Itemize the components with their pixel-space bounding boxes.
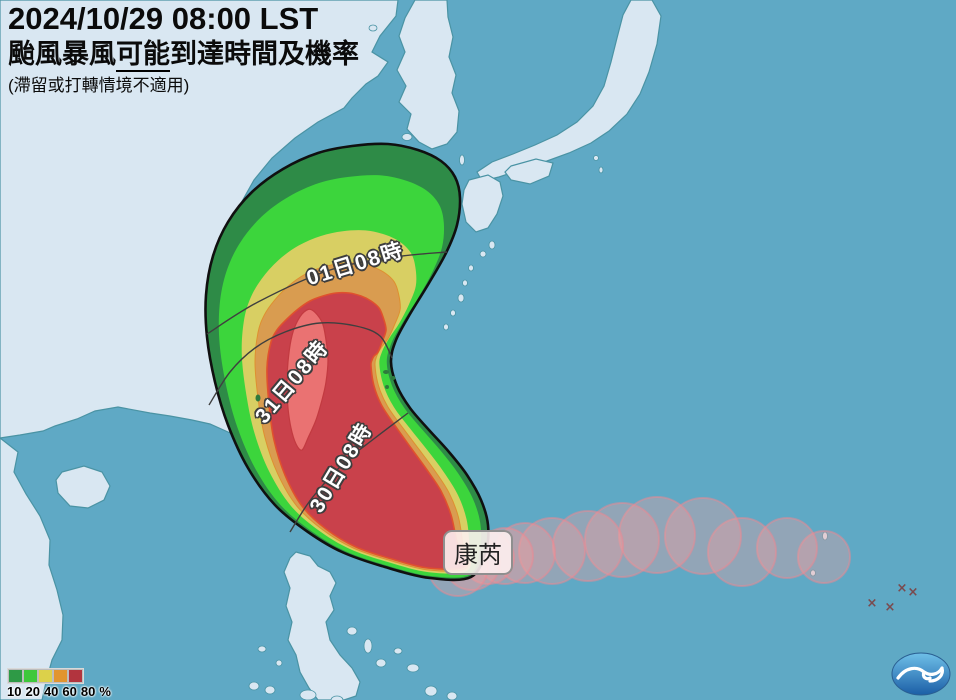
time-contour-lines [206,251,448,533]
island [248,681,260,691]
island [393,647,403,655]
island [593,155,599,161]
island-in-cone [255,394,261,402]
map-title: 颱風暴風可能到達時間及機率 [8,38,359,72]
legend-swatch-60 [53,669,68,683]
legend-swatch-20 [23,669,38,683]
logo-ellipse [891,652,951,696]
legend-tick-10: 10 [7,684,22,699]
datetime-title: 2024/10/29 08:00 LST [8,1,319,36]
island [375,658,387,668]
past-track-circle [552,510,624,582]
past-track-circle [664,497,742,575]
island [406,663,420,673]
cwa-logo [891,652,951,696]
logo-swirl [896,666,944,683]
past-track-circle [707,517,777,587]
island-in-cone [385,385,389,389]
island [330,695,344,700]
island [275,659,283,667]
landmass-taiwan [286,308,329,451]
title-part1: 颱風暴風 [8,38,116,69]
island [401,133,413,141]
landmass-vietnam [0,437,64,700]
probability-cone [204,142,490,582]
map-header: 2024/10/29 08:00 LST 颱風暴風可能到達時間及機率 (滯留或打… [8,1,359,95]
probability-legend: 10 20 40 60 80 % [7,668,111,699]
island [446,691,458,700]
island [443,323,449,331]
island [468,264,474,272]
island [368,24,378,32]
island [479,250,487,258]
past-track-circle [618,496,696,574]
legend-tick-80: 80 [80,684,96,699]
legend-tick-60: 60 [62,684,77,699]
island [264,685,276,695]
landmass-luzon [283,551,361,700]
map-note: (滯留或打轉情境不適用) [8,75,190,95]
landmass-honshu [476,0,662,182]
past-position-x-marker: × [867,596,878,611]
title-underlined-word: 可能 [116,38,170,72]
island-in-cone [383,370,389,374]
legend-swatch-80 [68,669,83,683]
legend-percent-suffix: % [99,684,111,699]
island [598,166,604,174]
landmass-shikoku [504,158,554,185]
past-track-circle [756,517,818,579]
landmass-layer [0,0,828,700]
past-position-x-marker: × [885,600,896,615]
island [424,685,438,697]
island [346,626,358,636]
island [488,240,496,250]
island [810,569,816,577]
past-position-x-marker: × [897,581,908,596]
island-in-cone [390,376,396,380]
time-contour-line-0 [206,251,448,335]
past-track-circle [797,530,851,584]
legend-tick-40: 40 [43,684,59,699]
island [450,309,456,317]
island [257,645,267,653]
island [363,638,373,654]
landmass-kyushu [461,174,504,233]
storm-name-label: 康芮 [443,530,513,575]
past-position-x-marker: × [908,585,919,600]
legend-ticks: 10 20 40 60 80 % [7,684,111,699]
time-contour-line-2 [289,412,409,533]
past-track-circle [518,517,586,585]
landmass-hainan [55,465,111,509]
legend-tick-20: 20 [25,684,40,699]
islands-over-cone [255,308,396,451]
landmass-korea [396,0,460,150]
legend-swatch-10 [8,669,23,683]
island [462,279,468,287]
island [299,689,317,700]
legend-swatch-40 [38,669,53,683]
past-position-x-markers: × ×× × [867,581,919,615]
title-part2: 到達時間及機率 [170,38,359,69]
time-contour-line-1 [208,322,393,406]
legend-swatches [7,668,84,684]
island [459,154,465,166]
island [457,293,465,303]
